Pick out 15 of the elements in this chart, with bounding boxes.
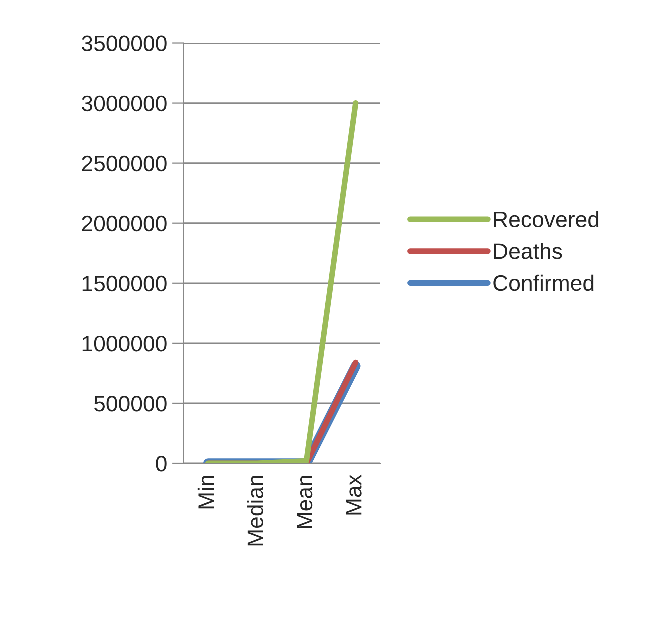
legend-label: Confirmed — [494, 274, 594, 292]
y-tick-label: 1000000 — [82, 336, 167, 352]
legend-label: Recovered — [494, 211, 599, 228]
y-tick-label: 3000000 — [82, 96, 167, 112]
y-tick-label: 2000000 — [82, 216, 167, 232]
legend-label: Deaths — [494, 243, 562, 260]
x-tick-label: Median — [247, 476, 264, 546]
y-tick-label: 2500000 — [82, 156, 167, 172]
y-tick-label: 500000 — [94, 396, 167, 412]
y-tick-label: 3500000 — [82, 36, 167, 52]
x-tick-label: Max — [346, 474, 362, 515]
x-tick-label: Mean — [297, 476, 313, 528]
x-tick-label: Min — [198, 476, 214, 509]
y-tick-label: 0 — [156, 456, 167, 472]
y-tick-label: 1500000 — [82, 276, 167, 292]
